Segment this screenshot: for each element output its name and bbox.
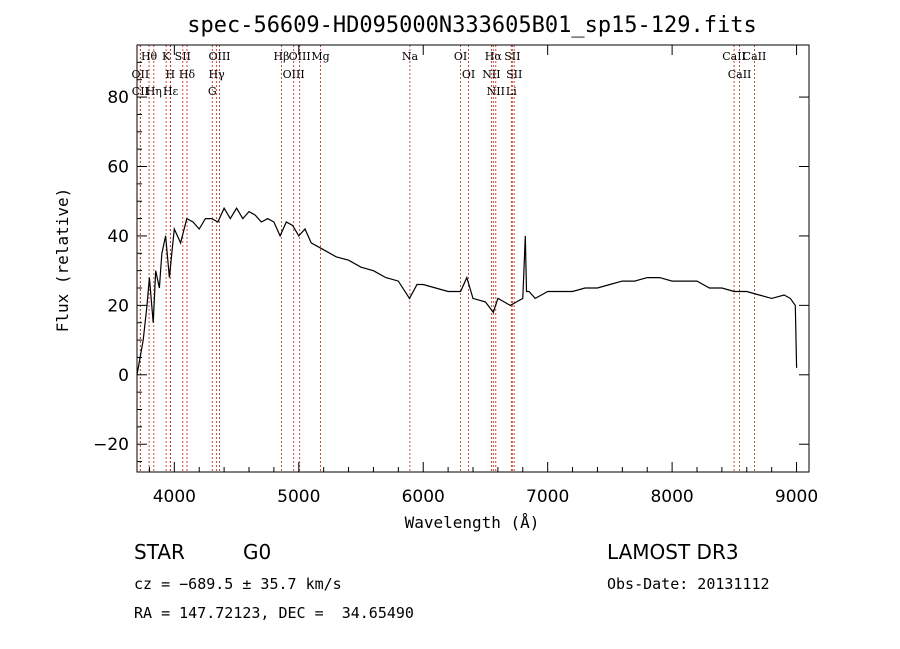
redshift-velocity: cz = −689.5 ± 35.7 km/s <box>134 575 342 593</box>
line-label-4: K <box>162 50 171 63</box>
spectral-line-markers <box>139 45 755 472</box>
line-label-20: NII <box>482 68 500 81</box>
x-axis-ticks: 4000 5000 6000 7000 8000 9000 <box>148 45 818 507</box>
x-tick-label-4: 8000 <box>650 487 693 507</box>
line-label-27: CaII <box>743 50 767 63</box>
line-label-11: G <box>208 85 217 98</box>
y-tick-label-5: 80 <box>107 88 129 108</box>
object-class: STAR <box>134 540 185 564</box>
x-tick-label-0: 4000 <box>153 487 196 507</box>
line-label-15: Mg <box>311 50 329 63</box>
line-label-3: Hη <box>146 85 162 98</box>
object-subclass: G0 <box>243 540 272 564</box>
y-tick-label-3: 40 <box>107 227 129 247</box>
line-label-5: H <box>166 68 176 81</box>
x-axis-label: Wavelength (Å) <box>405 513 540 532</box>
line-label-22: SII <box>504 50 520 63</box>
y-tick-label-2: 20 <box>107 296 129 316</box>
plot-frame <box>136 44 810 473</box>
line-label-25: CaII <box>722 50 746 63</box>
line-label-13: OIII <box>283 68 305 81</box>
x-tick-label-3: 7000 <box>526 487 569 507</box>
line-label-2: CII <box>132 85 149 98</box>
line-label-12: Hβ <box>274 50 290 63</box>
y-tick-label-1: 0 <box>118 366 129 386</box>
line-label-1: OII <box>132 68 150 81</box>
y-tick-label-0: −20 <box>93 435 129 455</box>
survey-name: LAMOST DR3 <box>607 540 739 564</box>
line-label-14: OIII <box>289 50 311 63</box>
line-label-19: Hα <box>485 50 503 63</box>
y-tick-label-4: 60 <box>107 158 129 178</box>
line-label-7: SII <box>175 50 191 63</box>
line-label-6: Hε <box>163 85 179 98</box>
x-tick-label-5: 9000 <box>775 487 818 507</box>
x-tick-label-2: 6000 <box>402 487 445 507</box>
line-label-24: Li <box>506 85 517 98</box>
y-axis-label: Flux (relative) <box>53 188 72 333</box>
line-label-17: OI <box>454 50 467 63</box>
line-label-18: OI <box>462 68 475 81</box>
coordinates: RA = 147.72123, DEC = 34.65490 <box>134 604 414 622</box>
y-axis-ticks: −20 0 20 40 60 80 <box>93 61 809 463</box>
spectrum-line <box>136 206 798 375</box>
line-label-0: Hθ <box>141 50 158 63</box>
line-label-23: SII <box>506 68 522 81</box>
observation-date: Obs-Date: 20131112 <box>607 575 770 593</box>
line-label-21: NII <box>487 85 505 98</box>
x-tick-label-1: 5000 <box>277 487 320 507</box>
line-label-9: OIII <box>208 50 230 63</box>
chart-title: spec-56609-HD095000N333605B01_sp15-129.f… <box>187 13 757 38</box>
line-label-26: CaII <box>728 68 752 81</box>
line-label-8: Hδ <box>179 68 196 81</box>
line-label-16: Na <box>402 50 419 63</box>
line-label-10: Hγ <box>209 68 226 81</box>
